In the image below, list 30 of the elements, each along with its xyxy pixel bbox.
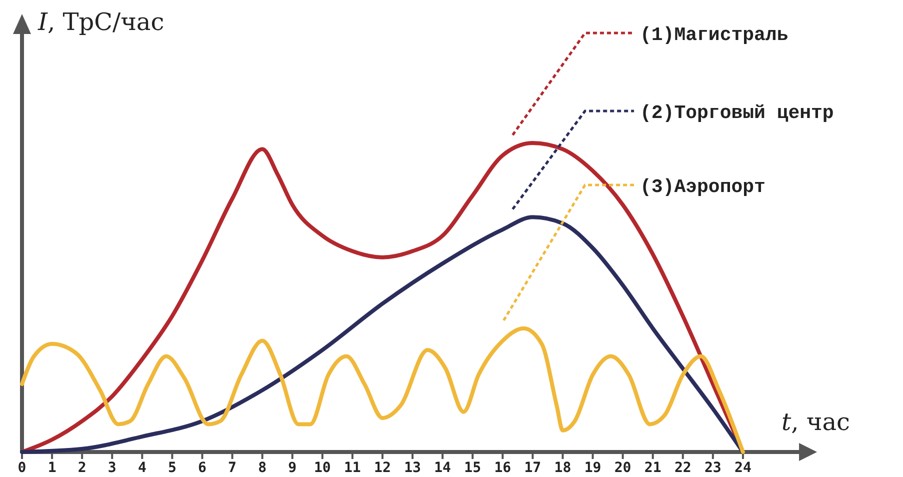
x-tick-label: 4 bbox=[138, 460, 146, 476]
x-tick-label: 6 bbox=[198, 460, 206, 476]
x-tick-label: 14 bbox=[434, 460, 451, 476]
x-axis-title: t, час bbox=[781, 408, 850, 436]
x-tick-label: 17 bbox=[524, 460, 542, 476]
x-tick-label: 8 bbox=[258, 460, 267, 476]
x-tick-label: 3 bbox=[108, 460, 116, 476]
x-tick-label: 9 bbox=[288, 460, 297, 476]
x-tick-label: 16 bbox=[494, 460, 512, 476]
y-axis-title: I, ТрС/час bbox=[37, 8, 164, 36]
x-tick-label: 0 bbox=[18, 460, 26, 476]
x-tick-label: 2 bbox=[78, 460, 86, 476]
x-tick-label: 24 bbox=[734, 460, 752, 476]
x-tick-label: 22 bbox=[674, 460, 692, 476]
x-tick-label: 1 bbox=[48, 460, 56, 476]
x-tick-label: 11 bbox=[344, 460, 361, 476]
x-tick-label: 20 bbox=[614, 460, 632, 476]
x-tick-label: 15 bbox=[464, 460, 482, 476]
x-tick-label: 7 bbox=[228, 460, 236, 476]
x-tick-label: 12 bbox=[374, 460, 391, 476]
x-tick-label: 21 bbox=[644, 460, 662, 476]
x-tick-label: 23 bbox=[704, 460, 722, 476]
text: (1)Магистраль bbox=[640, 24, 788, 46]
x-tick-label: 19 bbox=[584, 460, 602, 476]
text: (2)Торговый центр bbox=[640, 102, 834, 124]
text: (3)Аэропорт bbox=[640, 176, 766, 198]
x-tick-label: 13 bbox=[404, 460, 421, 476]
x-tick-label: 10 bbox=[314, 460, 331, 476]
x-tick-label: 18 bbox=[554, 460, 572, 476]
x-tick-label: 5 bbox=[168, 460, 176, 476]
